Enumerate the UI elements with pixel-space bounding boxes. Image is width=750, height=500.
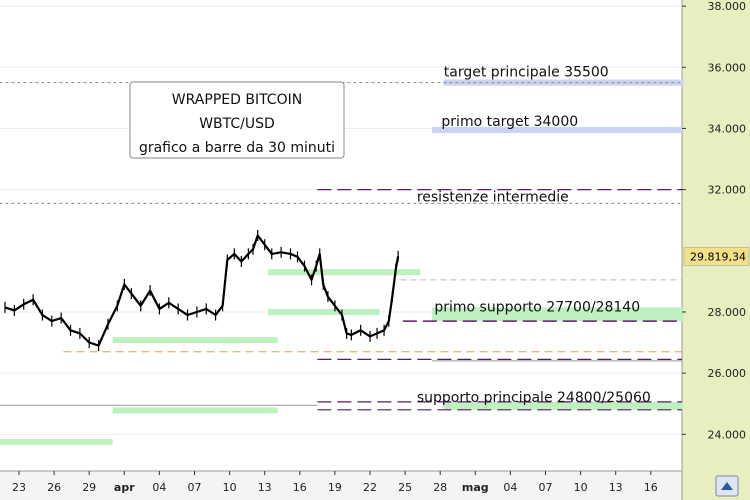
x-tick-label: 29: [82, 481, 96, 494]
support-zone-b: [268, 308, 380, 316]
level-label: resistenze intermedie: [417, 189, 569, 205]
y-tick-label: 34.000: [708, 122, 747, 135]
x-tick-label: 16: [644, 481, 658, 494]
x-tick-label: 10: [223, 481, 237, 494]
level-label: supporto principale 24800/25060: [417, 390, 651, 406]
x-tick-label: 13: [258, 481, 272, 494]
chart-title-line: grafico a barre da 30 minuti: [139, 140, 335, 156]
y-tick-label: 28.000: [708, 306, 747, 319]
last-price-label: 29.819,34: [690, 250, 746, 263]
chart-title-line: WBTC/USD: [199, 116, 275, 132]
x-tick-label: 19: [328, 481, 342, 494]
level-label: target principale 35500: [444, 65, 609, 81]
level-label: primo supporto 27700/28140: [434, 299, 640, 315]
x-tick-label: 04: [503, 481, 517, 494]
x-tick-label: 04: [152, 481, 166, 494]
x-tick-label: 13: [609, 481, 623, 494]
x-tick-label: 26: [47, 481, 61, 494]
y-tick-label: 36.000: [708, 61, 747, 74]
price-series-line: [4, 234, 400, 347]
x-tick-label: 28: [433, 481, 447, 494]
supporto-principale-zone: [443, 401, 684, 410]
x-tick-label: 10: [574, 481, 588, 494]
x-tick-label: apr: [114, 481, 135, 494]
y-tick-label: 24.000: [708, 428, 747, 441]
arrow-icon: [721, 482, 733, 490]
title-box: [129, 81, 345, 159]
primo-supporto-zone: [432, 307, 684, 322]
y-tick-label: 32.000: [708, 184, 747, 197]
x-tick-label: 23: [12, 481, 26, 494]
support-zone-e: [0, 438, 113, 446]
x-tick-label: 07: [188, 481, 202, 494]
last-price-flag: [683, 247, 750, 266]
support-zone-a: [268, 269, 421, 276]
x-tick-label: 07: [539, 481, 553, 494]
primo-target-zone: [432, 126, 684, 134]
x-tick-label: 16: [293, 481, 307, 494]
x-tick-label: 25: [398, 481, 412, 494]
support-zone-c: [112, 337, 278, 344]
x-tick-label: 22: [363, 481, 377, 494]
y-tick-label: 26.000: [708, 367, 747, 380]
scroll-right-icon[interactable]: [715, 475, 739, 497]
plot-area: [0, 0, 682, 471]
support-zone-d: [112, 407, 278, 414]
time-axis-panel: [0, 471, 682, 500]
level-label: primo target 34000: [441, 114, 578, 130]
chart-title-line: WRAPPED BITCOIN: [172, 92, 302, 108]
x-tick-label: mag: [462, 481, 489, 494]
y-tick-label: 38.000: [708, 0, 747, 13]
